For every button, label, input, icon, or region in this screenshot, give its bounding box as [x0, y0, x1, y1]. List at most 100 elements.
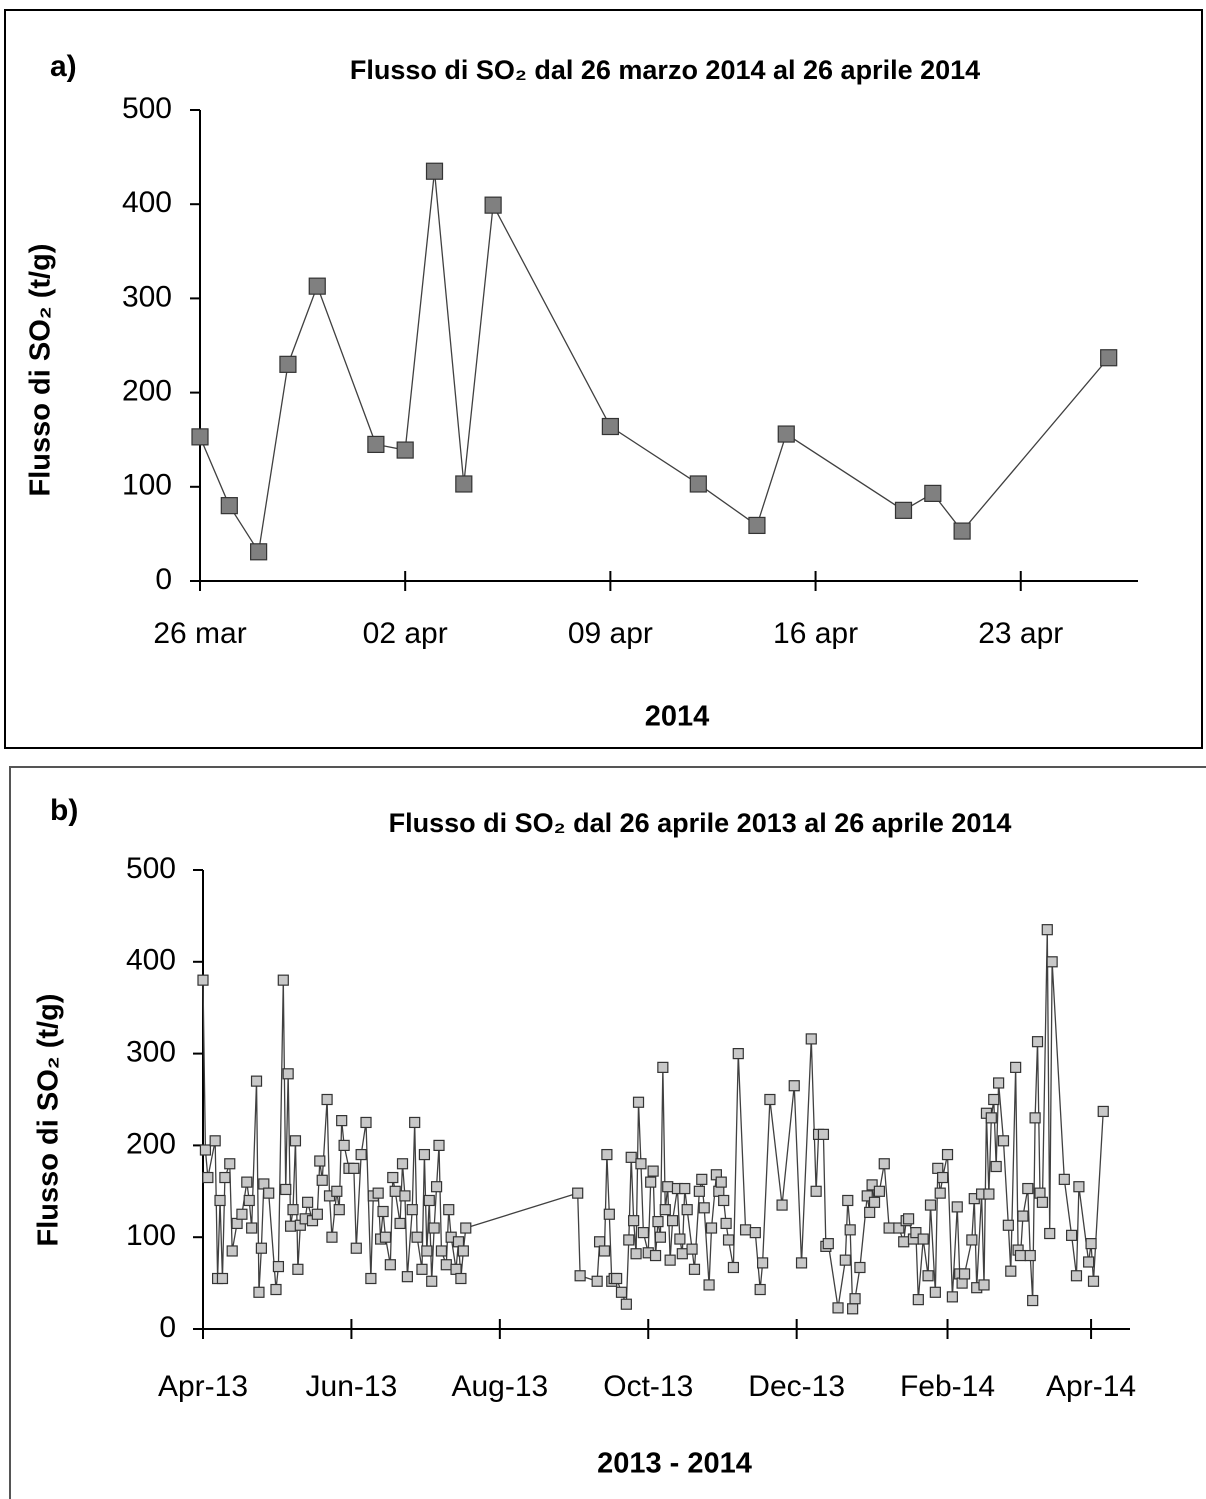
panel-frame	[4, 9, 1203, 749]
data-point	[1031, 1036, 1044, 1048]
data-point	[601, 1148, 613, 1161]
data-point	[788, 1080, 800, 1092]
data-point	[603, 1208, 615, 1220]
data-point	[958, 1268, 971, 1280]
data-point	[1083, 1256, 1095, 1268]
data-point	[720, 1217, 732, 1230]
data-point	[978, 1279, 990, 1291]
data-point	[912, 1294, 924, 1306]
data-point	[898, 1236, 910, 1248]
y-axis-label: Flusso di SO₂ (t/g)	[33, 994, 65, 1247]
data-point	[679, 1182, 691, 1195]
data-point	[817, 1128, 830, 1140]
data-point	[387, 1171, 399, 1184]
data-point	[1097, 1105, 1109, 1118]
data-point	[289, 1135, 302, 1147]
data-point	[1041, 924, 1053, 936]
data-point	[983, 1188, 995, 1200]
data-point	[426, 1275, 438, 1287]
data-point	[250, 543, 268, 561]
x-tick-label: Apr-14	[1046, 1370, 1136, 1403]
data-point	[1044, 1227, 1056, 1240]
data-point	[946, 1291, 958, 1303]
data-point	[810, 1185, 822, 1197]
data-point	[657, 1061, 669, 1073]
x-tick-label: Jun-13	[306, 1370, 398, 1403]
data-point	[250, 1075, 263, 1087]
data-point	[953, 522, 971, 540]
data-point	[739, 1224, 752, 1236]
data-point	[443, 1204, 455, 1216]
data-point	[394, 1217, 406, 1230]
data-point	[316, 1174, 328, 1186]
y-tick-label: 500	[126, 852, 176, 885]
data-point	[632, 1096, 645, 1108]
data-point	[219, 1171, 231, 1184]
data-point	[718, 1194, 730, 1207]
data-point	[932, 1162, 944, 1174]
data-point	[757, 1257, 769, 1269]
data-point	[336, 1115, 348, 1127]
data-point	[1087, 1275, 1100, 1287]
data-point	[282, 1068, 294, 1080]
data-point	[623, 1234, 635, 1246]
x-tick-label: 23 apr	[978, 617, 1063, 650]
panel-label: a)	[50, 50, 77, 83]
data-point	[985, 1112, 997, 1124]
data-point	[722, 1234, 735, 1246]
data-point	[241, 1176, 253, 1188]
data-point	[197, 974, 209, 986]
x-tick-label: Aug-13	[451, 1370, 548, 1403]
data-point	[635, 1158, 647, 1170]
data-point	[1029, 1112, 1041, 1124]
data-point	[216, 1272, 229, 1285]
panel-frame	[9, 766, 1206, 1499]
x-tick-label: Feb-14	[900, 1370, 995, 1403]
data-point	[652, 1215, 664, 1228]
data-point	[452, 1236, 465, 1248]
data-point	[406, 1204, 418, 1216]
x-axis-label: 2013 - 2014	[597, 1448, 752, 1480]
data-point	[941, 1148, 954, 1161]
y-tick-label: 0	[155, 563, 172, 596]
y-tick-label: 100	[126, 1219, 176, 1252]
data-line	[199, 171, 1110, 554]
data-point	[688, 1263, 701, 1275]
data-point	[748, 516, 766, 535]
x-tick-label: Apr-13	[158, 1370, 248, 1403]
data-point	[868, 1196, 881, 1208]
data-point	[777, 425, 795, 443]
data-point	[379, 1231, 392, 1243]
data-point	[1024, 1249, 1036, 1262]
data-point	[649, 1249, 662, 1262]
data-point	[956, 1277, 968, 1289]
data-point	[416, 1263, 428, 1275]
data-point	[615, 1286, 628, 1298]
data-point	[457, 1245, 469, 1257]
data-point	[1005, 1265, 1017, 1277]
data-point	[365, 1272, 377, 1285]
data-point	[440, 1259, 452, 1271]
data-point	[224, 1158, 236, 1170]
data-point	[732, 1047, 744, 1060]
data-point	[1070, 1270, 1083, 1282]
data-point	[574, 1270, 586, 1282]
data-point	[1073, 1181, 1085, 1193]
x-axis-label: 2014	[645, 701, 710, 733]
data-point	[231, 1217, 243, 1230]
data-point	[754, 1283, 766, 1296]
data-point	[226, 1245, 238, 1257]
data-point	[705, 1222, 718, 1234]
data-point	[620, 1298, 632, 1310]
data-point	[990, 1160, 1002, 1173]
data-point	[937, 1171, 949, 1184]
data-point	[401, 1271, 413, 1283]
data-point	[396, 441, 414, 459]
y-tick-label: 200	[122, 375, 172, 408]
data-point	[727, 1261, 740, 1274]
data-point	[423, 1194, 435, 1207]
data-point	[321, 1093, 333, 1106]
x-tick-label: 16 apr	[773, 617, 858, 650]
